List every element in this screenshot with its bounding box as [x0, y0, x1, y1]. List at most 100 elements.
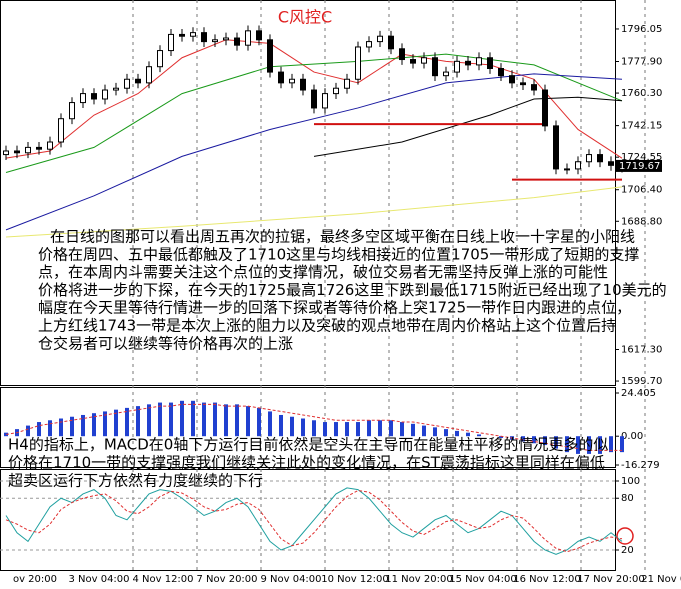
macd-bar: [521, 436, 525, 442]
macd-bar: [499, 436, 503, 438]
candle-body: [234, 37, 240, 46]
macd-bar: [400, 422, 404, 437]
candle-body: [498, 68, 504, 77]
y-tick-label: 1742.15: [621, 121, 662, 132]
y-tick-label: 80: [621, 493, 634, 504]
macd-bar: [70, 416, 74, 437]
macd-frame: [0, 387, 616, 468]
candle-body: [432, 57, 438, 77]
k-line: [5, 487, 623, 555]
macd-bar: [213, 402, 217, 437]
y-tick-label: 1724.55: [621, 152, 662, 163]
macd-bar: [312, 420, 316, 437]
candle-body: [80, 93, 86, 104]
last-price-box: [616, 159, 662, 172]
macd-bar: [466, 432, 470, 437]
candle-body: [608, 161, 614, 166]
y-tick-label: 100: [621, 476, 640, 487]
macd-bar: [356, 422, 360, 437]
candle-body: [300, 78, 306, 91]
macd-bar: [246, 406, 250, 437]
macd-bar: [125, 407, 129, 437]
candle-body: [586, 154, 592, 163]
candle-body: [25, 146, 31, 154]
ma-line: [5, 53, 623, 173]
candle-body: [509, 75, 515, 84]
x-tick-label: 4 Nov 12:00: [132, 574, 193, 585]
candle-body: [421, 57, 427, 64]
candle-body: [542, 89, 548, 127]
candle-body: [399, 48, 405, 61]
macd-bar: [59, 418, 63, 437]
highlight-circle: [616, 527, 634, 545]
candle-body: [597, 154, 603, 163]
y-tick-label: 1777.90: [621, 57, 662, 68]
annotation: 仓交易者可以继续等待价格再次的上涨: [38, 334, 293, 352]
stoch-frame: [0, 469, 616, 571]
candle-body: [190, 32, 196, 37]
macd-bar: [598, 436, 602, 454]
macd-bar: [345, 422, 349, 437]
macd-bar: [48, 420, 52, 437]
candle-body: [47, 141, 53, 150]
candle-body: [278, 71, 284, 84]
macd-bar: [455, 430, 459, 437]
macd-bar: [477, 434, 481, 437]
annotation: 超卖区运行下方依然有力度继续的下行: [8, 472, 263, 490]
annotation: 价格在周四、五中最低都触及了1710这里与均线相接近的位置1705一带形成了短期…: [38, 245, 639, 263]
macd-bar: [180, 400, 184, 437]
macd-bar: [576, 436, 580, 454]
macd-bar: [103, 411, 107, 437]
y-tick-label: 1796.05: [621, 24, 662, 35]
candle-body: [124, 78, 130, 89]
macd-bar: [81, 414, 85, 437]
candle-body: [256, 30, 262, 41]
x-tick-label: 10 Nov 12:00: [321, 574, 388, 585]
d-line: [5, 489, 623, 553]
macd-bar: [224, 404, 228, 437]
candle-body: [69, 102, 75, 120]
candle-body: [289, 78, 295, 84]
candle-body: [443, 71, 449, 77]
candle-body: [36, 146, 42, 150]
annotation: H4的指标上，MACD在0轴下方运行目前依然是空头在主导而在能量柱平移的情况更多…: [8, 436, 608, 454]
macd-bar: [114, 409, 118, 437]
y-tick-label: 24.405: [621, 388, 656, 399]
macd-bar: [147, 404, 151, 437]
candle-body: [465, 60, 471, 66]
candle-body: [366, 41, 372, 48]
macd-bar: [169, 402, 173, 437]
macd-bar: [554, 436, 558, 449]
macd-bar: [158, 402, 162, 437]
x-tick-label: 15 Nov 04:00: [449, 574, 516, 585]
x-tick-label: ov 20:00: [13, 574, 57, 585]
candle-body: [388, 35, 394, 50]
macd-bar: [268, 411, 272, 437]
candle-body: [146, 66, 152, 84]
annotation: 价格将进一步的下探，在今天的1725最高1726这里下跌到最低1715附近已经出…: [38, 281, 667, 299]
macd-bar: [136, 406, 140, 437]
macd-bar: [422, 425, 426, 437]
y-tick-label: 1617.30: [621, 344, 662, 355]
candle-body: [113, 87, 119, 91]
macd-bar: [26, 425, 30, 437]
candle-body: [91, 93, 97, 100]
x-tick-label: 3 Nov 04:00: [68, 574, 129, 585]
ma-line: [5, 39, 623, 159]
candle-body: [3, 150, 9, 156]
candle-body: [267, 39, 273, 73]
macd-bar: [620, 436, 624, 453]
candle-body: [476, 57, 482, 66]
y-tick-label: 1688.80: [621, 216, 662, 227]
ma-line: [5, 73, 623, 231]
candle-body: [212, 39, 218, 43]
x-tick-label: 9 Nov 04:00: [260, 574, 321, 585]
candle-body: [564, 168, 570, 171]
macd-bar: [532, 436, 536, 444]
y-tick-label: 20: [621, 545, 634, 556]
macd-bar: [609, 436, 613, 453]
macd-bar: [378, 420, 382, 437]
